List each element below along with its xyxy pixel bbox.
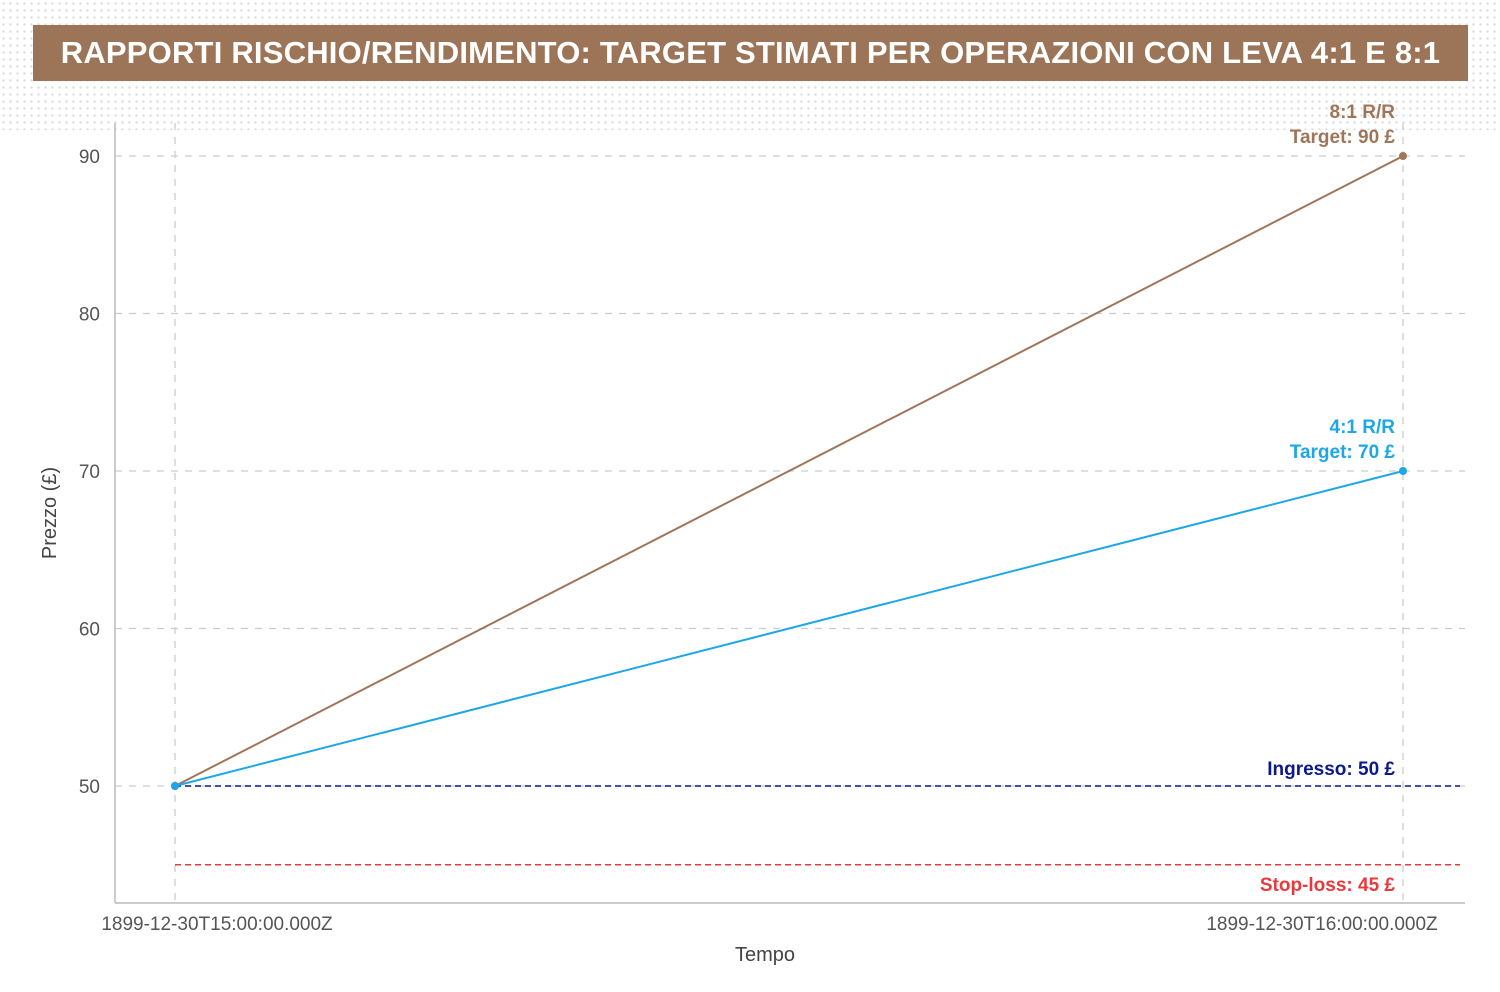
series-point-1-1	[1399, 467, 1407, 475]
y-axis-title: Prezzo (£)	[39, 467, 61, 559]
annotation-1-line-0: 4:1 R/R	[1330, 417, 1396, 438]
annotation-1-line-1: Target: 70 £	[1290, 442, 1396, 463]
x-tick-label-0: 1899-12-30T15:00:00.000Z	[101, 914, 333, 935]
y-tick-label-60: 60	[79, 620, 100, 641]
y-tick-label-50: 50	[79, 777, 100, 798]
x-tick-label-1: 1899-12-30T16:00:00.000Z	[1206, 914, 1438, 935]
annotation-0-line-1: Target: 90 £	[1290, 127, 1396, 148]
series-layer	[171, 152, 1407, 790]
y-tick-label-70: 70	[79, 462, 100, 483]
y-tick-label-80: 80	[79, 305, 100, 326]
reference-label-0: Ingresso: 50 £	[1267, 759, 1395, 780]
series-line-1	[174, 470, 1404, 787]
series-line-0	[174, 155, 1404, 787]
series-point-0-1	[1399, 152, 1407, 160]
reference-label-1: Stop-loss: 45 £	[1260, 875, 1396, 896]
series-point-1-0	[171, 782, 179, 790]
y-tick-label-90: 90	[79, 147, 100, 168]
axis-layer: 50 60 70 80 90 1899-12-30T15:00:00.000Z 1899-1…	[39, 123, 1465, 966]
reference-lines	[175, 785, 1460, 866]
x-axis-title: Tempo	[735, 944, 795, 966]
annotation-0-line-0: 8:1 R/R	[1330, 102, 1396, 123]
chart-title: RAPPORTI RISCHIO/RENDIMENTO: TARGET STIM…	[60, 35, 1441, 70]
label-layer: Ingresso: 50 £ Stop-loss: 45 £ 8:1 R/R Targ…	[1260, 102, 1396, 896]
title-banner: RAPPORTI RISCHIO/RENDIMENTO: TARGET STIM…	[33, 25, 1468, 81]
